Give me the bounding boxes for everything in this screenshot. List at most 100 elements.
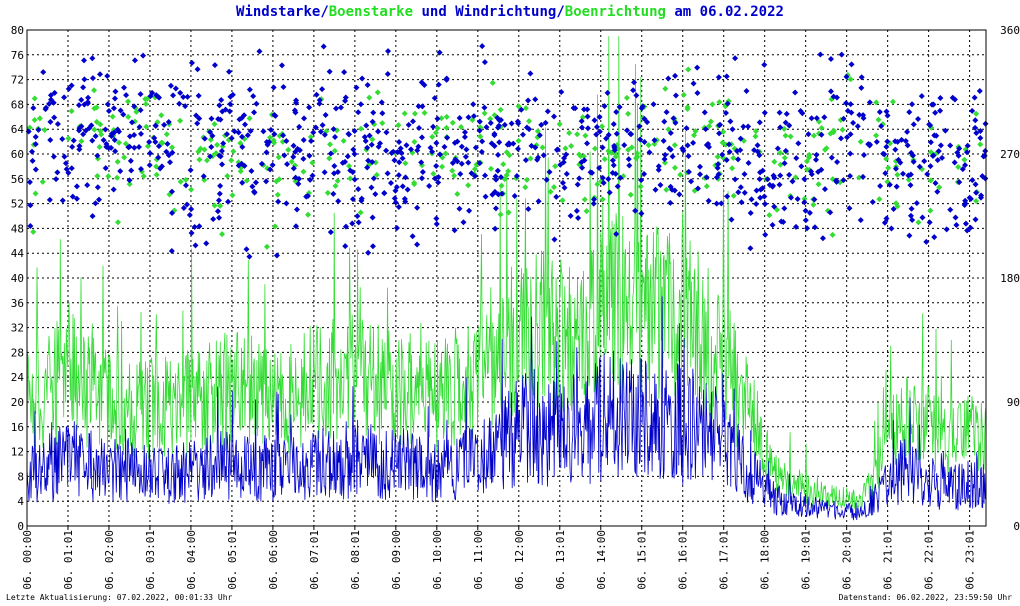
wind-direction-point xyxy=(369,118,376,125)
wind-direction-point xyxy=(857,217,864,224)
y-tick-left: 40 xyxy=(11,272,24,285)
wind-direction-point xyxy=(799,110,806,117)
wind-direction-point xyxy=(532,144,539,151)
gust-direction-point xyxy=(771,158,778,165)
gust-direction-point xyxy=(777,149,784,156)
y-tick-left: 12 xyxy=(11,446,24,459)
wind-direction-point xyxy=(102,165,109,172)
wind-direction-point xyxy=(883,108,890,115)
wind-direction-point xyxy=(723,156,730,163)
wind-direction-point xyxy=(551,113,558,120)
wind-direction-point xyxy=(579,164,586,171)
series-boenrichtung xyxy=(26,66,984,250)
axes: 0481216202428323640444852566064687276800… xyxy=(11,24,1020,590)
wind-direction-point xyxy=(42,106,49,113)
wind-direction-point xyxy=(209,132,216,139)
gust-direction-point xyxy=(276,132,283,139)
wind-direction-point xyxy=(335,198,342,205)
gust-direction-point xyxy=(324,189,331,196)
wind-direction-point xyxy=(561,184,568,191)
wind-direction-point xyxy=(741,171,748,178)
wind-direction-point xyxy=(846,205,853,212)
wind-direction-point xyxy=(817,51,824,58)
gust-direction-point xyxy=(714,153,721,160)
wind-direction-point xyxy=(355,219,362,226)
wind-direction-point xyxy=(726,141,733,148)
wind-direction-point xyxy=(956,179,963,186)
gust-direction-point xyxy=(451,172,458,179)
wind-direction-point xyxy=(481,104,488,111)
wind-direction-point xyxy=(727,118,734,125)
wind-direction-point xyxy=(191,224,198,231)
wind-direction-point xyxy=(774,145,781,152)
wind-direction-point xyxy=(61,153,68,160)
gust-direction-point xyxy=(623,94,630,101)
wind-direction-point xyxy=(165,119,172,126)
wind-direction-point xyxy=(610,121,617,128)
wind-direction-point xyxy=(355,109,362,116)
wind-direction-point xyxy=(456,205,463,212)
wind-direction-point xyxy=(630,87,637,94)
gust-direction-point xyxy=(401,110,408,117)
wind-direction-point xyxy=(293,97,300,104)
wind-direction-point xyxy=(51,89,58,96)
wind-direction-point xyxy=(332,134,339,141)
wind-direction-point xyxy=(62,160,69,167)
wind-direction-point xyxy=(65,85,72,92)
gust-direction-point xyxy=(272,223,279,230)
wind-direction-point xyxy=(327,229,334,236)
wind-direction-point xyxy=(559,179,566,186)
wind-direction-point xyxy=(364,144,371,151)
gust-direction-point xyxy=(78,138,85,145)
wind-direction-point xyxy=(726,148,733,155)
wind-direction-point xyxy=(735,156,742,163)
wind-direction-point xyxy=(466,207,473,214)
wind-direction-point xyxy=(351,176,358,183)
wind-direction-point xyxy=(601,103,608,110)
y-tick-left: 4 xyxy=(17,495,24,508)
wind-direction-point xyxy=(676,191,683,198)
wind-direction-point xyxy=(570,104,577,111)
gust-direction-point xyxy=(68,108,75,115)
wind-direction-point xyxy=(321,131,328,138)
wind-direction-point xyxy=(188,230,195,237)
gust-direction-point xyxy=(830,127,837,134)
wind-direction-point xyxy=(667,199,674,206)
wind-direction-point xyxy=(103,141,110,148)
wind-direction-point xyxy=(818,166,825,173)
wind-direction-point xyxy=(280,83,287,90)
gust-direction-point xyxy=(487,165,494,172)
wind-direction-point xyxy=(657,182,664,189)
gust-direction-point xyxy=(787,133,794,140)
gust-direction-point xyxy=(143,100,150,107)
wind-direction-point xyxy=(169,149,176,156)
wind-direction-point xyxy=(840,115,847,122)
gust-direction-point xyxy=(285,146,292,153)
gust-direction-point xyxy=(539,144,546,151)
gust-direction-point xyxy=(331,147,338,154)
wind-direction-point xyxy=(924,171,931,178)
wind-direction-point xyxy=(349,196,356,203)
gust-direction-point xyxy=(309,159,316,166)
wind-direction-point xyxy=(168,248,175,255)
x-tick-label: 06. 10:00 xyxy=(431,530,444,590)
y-tick-right: 360 xyxy=(1000,24,1020,37)
wind-direction-point xyxy=(431,95,438,102)
wind-direction-point xyxy=(443,76,450,83)
gust-direction-point xyxy=(429,133,436,140)
wind-direction-point xyxy=(339,159,346,166)
wind-direction-point xyxy=(641,139,648,146)
wind-direction-point xyxy=(379,110,386,117)
wind-direction-point xyxy=(628,131,635,138)
wind-direction-point xyxy=(54,169,61,176)
wind-direction-point xyxy=(351,150,358,157)
wind-direction-point xyxy=(479,43,486,50)
gust-direction-point xyxy=(125,113,132,120)
wind-direction-point xyxy=(435,179,442,186)
wind-direction-point xyxy=(743,88,750,95)
gust-direction-point xyxy=(39,178,46,185)
wind-direction-point xyxy=(46,196,53,203)
wind-direction-point xyxy=(866,99,873,106)
wind-direction-point xyxy=(416,125,423,132)
wind-direction-point xyxy=(430,123,437,130)
